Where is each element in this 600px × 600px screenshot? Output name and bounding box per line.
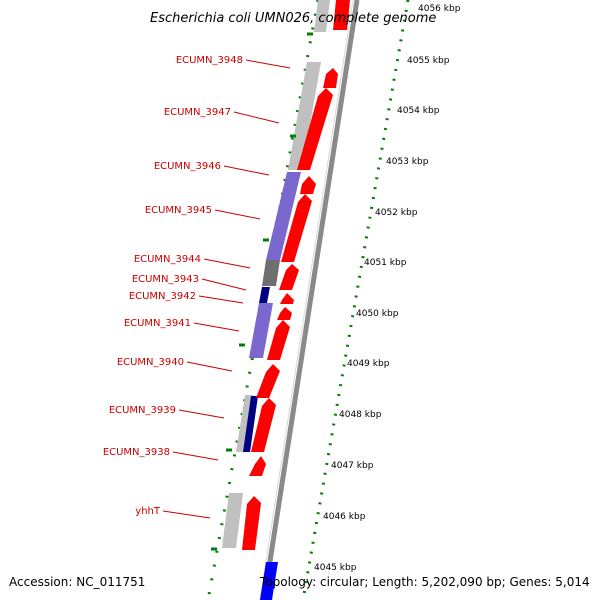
kbp-tick-label: 4056 kbp xyxy=(418,4,461,14)
gene-leader-line xyxy=(233,111,280,124)
kbp-tick-label: 4049 kbp xyxy=(347,359,390,369)
kbp-tick-label: 4051 kbp xyxy=(364,258,407,268)
kbp-tick-label: 4055 kbp xyxy=(407,56,450,66)
gene-leader-line xyxy=(223,165,270,176)
cog-bar xyxy=(259,287,270,303)
gene-leader-line xyxy=(203,258,251,269)
gene-arrow xyxy=(256,364,280,398)
gene-label: ECUMN_3947 xyxy=(164,107,231,118)
gene-arrow xyxy=(297,88,333,170)
gene-arrow xyxy=(267,320,290,360)
gene-leader-line xyxy=(214,209,261,220)
cog-bar xyxy=(249,303,273,358)
gene-leader-line xyxy=(198,295,244,304)
gene-arrow xyxy=(249,456,266,476)
kbp-tick-label: 4052 kbp xyxy=(375,208,418,218)
gene-arrow xyxy=(242,496,261,550)
gene-label: ECUMN_3943 xyxy=(132,274,199,285)
cog-bars xyxy=(222,0,330,548)
gene-leader-line xyxy=(186,361,233,372)
kbp-tick-label: 4054 kbp xyxy=(397,106,440,116)
gene-arrow xyxy=(251,398,276,452)
inner-ticks xyxy=(211,32,313,551)
kbp-tick-label: 4046 kbp xyxy=(323,512,366,522)
gene-arrow xyxy=(333,0,350,30)
gene-label: yhhT xyxy=(135,506,161,517)
gene-label: ECUMN_3945 xyxy=(145,205,212,216)
genome-title: Escherichia coli UMN026, complete genome xyxy=(150,11,436,26)
gene-label: ECUMN_3944 xyxy=(134,254,201,265)
gene-leader-line xyxy=(201,278,247,291)
accession-text: Accession: NC_011751 xyxy=(9,575,145,589)
gene-label: ECUMN_3940 xyxy=(117,357,184,368)
cog-bar xyxy=(266,172,301,260)
genome-backbone xyxy=(261,0,360,600)
gene-leader-line xyxy=(193,322,240,332)
gene-label: ECUMN_3941 xyxy=(124,318,191,329)
gene-leader-line xyxy=(162,510,211,519)
kbp-tick-label: 4048 kbp xyxy=(339,410,382,420)
gene-label: ECUMN_3938 xyxy=(103,447,170,458)
gene-arrow-reverse xyxy=(260,562,278,600)
cog-bar xyxy=(314,0,330,32)
cog-bar xyxy=(262,260,280,286)
gene-arrow xyxy=(281,194,312,262)
cog-bar xyxy=(243,396,258,452)
gene-leader-line xyxy=(172,451,219,461)
gene-arrow xyxy=(277,307,292,320)
gene-label: ECUMN_3946 xyxy=(154,161,221,172)
gene-label: ECUMN_3948 xyxy=(176,55,243,66)
cog-bar xyxy=(236,395,253,452)
gene-label: ECUMN_3939 xyxy=(109,405,176,416)
genome-backbone-highlight xyxy=(259,0,354,600)
cog-bar xyxy=(222,493,243,548)
kbp-tick-label: 4050 kbp xyxy=(356,309,399,319)
gene-arrow xyxy=(279,264,299,290)
kbp-tick-label: 4047 kbp xyxy=(331,461,374,471)
kbp-tick-label: 4045 kbp xyxy=(314,563,357,573)
gene-leader-line xyxy=(178,409,225,419)
gene-arrow xyxy=(323,68,338,88)
forward-genes xyxy=(242,0,350,550)
gene-arrow xyxy=(280,293,294,304)
cog-bar xyxy=(288,62,321,170)
outer-tick-ring xyxy=(301,0,410,600)
topology-text: Topology: circular; Length: 5,202,090 bp… xyxy=(259,575,590,589)
gene-arrow xyxy=(300,176,316,194)
gene-leader-line xyxy=(245,59,291,69)
gene-label: ECUMN_3942 xyxy=(129,291,196,302)
kbp-tick-label: 4053 kbp xyxy=(386,157,429,167)
